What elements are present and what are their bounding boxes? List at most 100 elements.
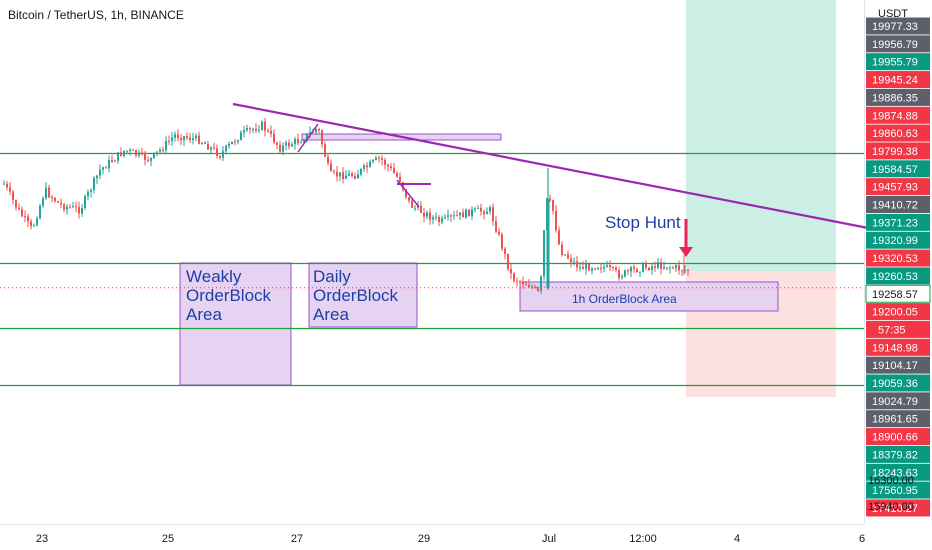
candle-body [318, 129, 320, 131]
candle-body [327, 156, 329, 164]
candle-body [48, 187, 50, 198]
candle-body [297, 139, 299, 143]
candle-body [420, 205, 422, 213]
candle-body [135, 150, 137, 156]
candle-body [555, 210, 557, 231]
candle-body [618, 269, 620, 278]
price-tag-red [866, 338, 930, 356]
candle-body [516, 280, 518, 282]
candle-body [63, 204, 65, 210]
candle-body [543, 230, 545, 277]
candle-body [564, 254, 566, 256]
candle-body [369, 161, 371, 168]
candle-body [528, 284, 530, 287]
candle-body [363, 165, 365, 169]
price-tag-text: 17560.95 [872, 485, 918, 497]
candle-body [174, 134, 176, 138]
candle-body [342, 172, 344, 179]
price-tag-text: 19371.23 [872, 217, 918, 229]
candle-body [456, 215, 458, 217]
candle-body [252, 129, 254, 131]
candle-body [240, 132, 242, 141]
price-tag-text: 18243.63 [872, 467, 918, 479]
candles [0, 118, 864, 294]
candle-body [432, 217, 434, 220]
candle-body [546, 200, 550, 288]
candle-body [339, 172, 341, 177]
candle-body [360, 168, 362, 175]
candle-body [615, 267, 617, 270]
candle-body [234, 141, 236, 143]
candle-body [177, 134, 179, 138]
descending-trendline[interactable] [232, 102, 869, 230]
candle-body [450, 215, 452, 217]
candle-body [153, 152, 155, 158]
price-tag-green [866, 481, 930, 499]
candle-body [654, 266, 656, 268]
candle-body [273, 133, 275, 143]
candle-body [249, 128, 251, 130]
price-tick: 16300.00 [868, 475, 914, 487]
candle-body [303, 140, 305, 143]
candle-body [573, 261, 575, 263]
candle-body [264, 121, 266, 131]
candle-body [168, 140, 170, 142]
price-tag-red [866, 106, 930, 124]
currency-label: USDT [878, 8, 908, 20]
candle-body [294, 139, 296, 145]
candle-body [354, 176, 356, 179]
candle-body [30, 221, 32, 227]
candle-body [375, 157, 377, 160]
long-target-zone[interactable] [686, 0, 836, 271]
candle-body [603, 266, 605, 269]
candle-body [423, 212, 425, 217]
price-tag-green [866, 463, 930, 481]
candle-body [627, 270, 629, 272]
price-tag-text: 19200.05 [872, 307, 918, 319]
mini-trendline[interactable] [396, 179, 420, 208]
price-tag-text: 19977.33 [872, 21, 918, 33]
price-tag-green [866, 445, 930, 463]
time-tick: 27 [291, 533, 303, 545]
candle-body [291, 144, 293, 147]
candle-body [459, 212, 461, 216]
candle-body [99, 169, 101, 176]
price-tag-text: 19955.79 [872, 57, 918, 69]
candle-body [102, 167, 104, 170]
mini-trendline[interactable] [297, 123, 319, 153]
candle-body [522, 281, 524, 285]
weekly-zone-label-line1: Weakly [186, 267, 242, 286]
candle-body [504, 248, 506, 254]
candle-body [9, 187, 11, 192]
candle-body [183, 136, 185, 141]
hourly-zone-label: 1h OrderBlock Area [572, 292, 677, 306]
candle-body [567, 254, 569, 259]
weekly-orderblock-zone[interactable] [179, 262, 292, 386]
daily-orderblock-zone[interactable] [308, 262, 418, 328]
candle-body [204, 142, 206, 144]
candle-body [441, 218, 443, 223]
candle-body [537, 287, 539, 291]
candle-body [645, 264, 647, 268]
daily-zone-label-line3: Area [313, 305, 349, 324]
price-tag-red [866, 249, 930, 267]
candle-body [60, 202, 62, 205]
time-tick: 6 [859, 533, 865, 545]
candle-body [255, 129, 257, 131]
candle-body [525, 284, 527, 286]
candle-body [39, 205, 41, 219]
candle-body [381, 157, 383, 160]
price-tag-outline [865, 284, 931, 303]
candle-body [225, 145, 227, 152]
candle-body [663, 267, 665, 269]
candle-body [483, 211, 485, 215]
candle-body [351, 173, 353, 177]
time-tick: 29 [418, 533, 430, 545]
candle-body [498, 231, 500, 235]
candle-body [87, 191, 89, 197]
candle-body [75, 206, 77, 208]
candle-body [279, 144, 281, 152]
price-tag-gray [866, 392, 930, 410]
hourly-orderblock-zone[interactable] [519, 281, 779, 312]
